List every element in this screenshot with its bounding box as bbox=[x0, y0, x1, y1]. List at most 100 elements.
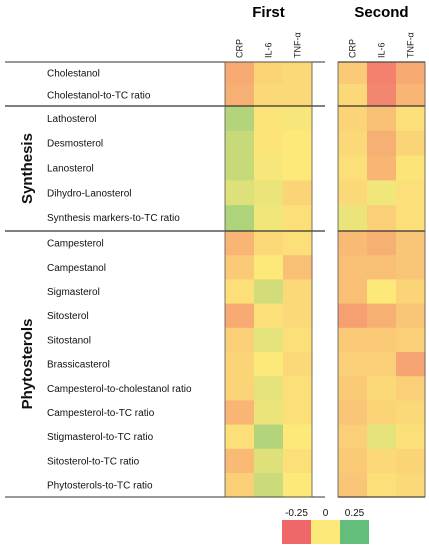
heatmap-cell bbox=[254, 327, 284, 353]
heatmap-cell bbox=[338, 205, 368, 231]
heatmap-cell bbox=[283, 180, 313, 206]
heatmap-cell bbox=[338, 231, 368, 256]
row-label: Sigmasterol bbox=[47, 287, 100, 298]
heatmap-cell bbox=[225, 205, 255, 231]
heatmap-cell bbox=[254, 155, 284, 181]
heatmap-cell bbox=[367, 231, 397, 256]
panel-border bbox=[337, 61, 426, 498]
heatmap-cell bbox=[225, 155, 255, 181]
heatmap-cell bbox=[254, 106, 284, 132]
heatmap-cell bbox=[225, 106, 255, 132]
heatmap-cell bbox=[225, 130, 255, 157]
heatmap-cell bbox=[254, 303, 284, 329]
row-label: Sitosterol bbox=[47, 311, 89, 322]
heatmap-cell bbox=[283, 279, 313, 305]
heatmap-cell bbox=[367, 303, 397, 329]
heatmap-cell bbox=[396, 303, 426, 329]
heatmap-cell bbox=[254, 180, 284, 206]
heatmap-cell bbox=[367, 205, 397, 231]
panel-title: First bbox=[252, 4, 285, 21]
heatmap-cell bbox=[283, 205, 313, 231]
heatmap-cell bbox=[338, 303, 368, 329]
heatmap-cell bbox=[338, 400, 368, 426]
row-label: Stigmasterol-to-TC ratio bbox=[47, 432, 154, 443]
heatmap-cell bbox=[283, 376, 313, 401]
heatmap-cell bbox=[225, 255, 255, 280]
row-label: Dihydro-Lanosterol bbox=[47, 188, 132, 199]
heatmap-cell bbox=[254, 231, 284, 256]
heatmap-cell bbox=[367, 400, 397, 426]
heatmap-cell bbox=[283, 130, 313, 157]
legend-swatch bbox=[340, 520, 369, 544]
legend-label: 0.25 bbox=[345, 508, 365, 519]
heatmap-cell bbox=[254, 376, 284, 401]
heatmap-cell bbox=[367, 424, 397, 450]
heatmap-cell bbox=[396, 376, 426, 401]
panel-border bbox=[224, 61, 313, 498]
row-label: Campesterol-to-cholestanol ratio bbox=[47, 384, 192, 395]
heatmap-cell bbox=[338, 155, 368, 181]
heatmap-cell bbox=[367, 130, 397, 157]
heatmap-cell bbox=[338, 84, 368, 107]
heatmap-cell bbox=[367, 279, 397, 305]
heatmap-cell bbox=[225, 84, 255, 107]
column-label: TNF-α bbox=[293, 32, 303, 58]
heatmap-cell bbox=[225, 448, 255, 474]
row-label: Phytosterols-to-TC ratio bbox=[47, 481, 153, 492]
heatmap-cell bbox=[225, 303, 255, 329]
heatmap-cell bbox=[367, 327, 397, 353]
heatmap-cell bbox=[396, 205, 426, 231]
heatmap-cell bbox=[338, 473, 368, 498]
heatmap-cell bbox=[396, 352, 426, 377]
heatmap-cell bbox=[283, 303, 313, 329]
heatmap-cell bbox=[367, 84, 397, 107]
heatmap-cell bbox=[367, 473, 397, 498]
heatmap-cell bbox=[254, 279, 284, 305]
heatmap-cell bbox=[396, 231, 426, 256]
heatmap-cell bbox=[338, 106, 368, 132]
column-label: TNF-α bbox=[406, 32, 416, 58]
heatmap-cell bbox=[367, 106, 397, 132]
heatmap-cell bbox=[367, 155, 397, 181]
row-label: Campesterol bbox=[47, 239, 104, 250]
heatmap-cell bbox=[367, 448, 397, 474]
heatmap-cell bbox=[338, 279, 368, 305]
heatmap-cell bbox=[225, 400, 255, 426]
heatmap-cell bbox=[254, 62, 284, 85]
heatmap-cell bbox=[338, 130, 368, 157]
column-label: CRP bbox=[348, 39, 358, 58]
row-label: Campestanol bbox=[47, 263, 106, 274]
heatmap-cell bbox=[367, 180, 397, 206]
heatmap-cell bbox=[396, 279, 426, 305]
column-label: CRP bbox=[235, 39, 245, 58]
heatmap-cell bbox=[396, 327, 426, 353]
row-label: Cholestanol-to-TC ratio bbox=[47, 91, 151, 102]
heatmap-cell bbox=[396, 155, 426, 181]
heatmap-cell bbox=[283, 231, 313, 256]
heatmap-cell bbox=[254, 352, 284, 377]
legend-swatch bbox=[311, 520, 340, 544]
row-label: Sitosterol-to-TC ratio bbox=[47, 456, 140, 467]
heatmap-cell bbox=[283, 84, 313, 107]
group-label: Synthesis bbox=[19, 133, 36, 204]
heatmap-cell bbox=[283, 424, 313, 450]
row-label: Desmosterol bbox=[47, 139, 103, 150]
row-label: Lathosterol bbox=[47, 114, 96, 125]
heatmap-cell bbox=[338, 448, 368, 474]
heatmap-cell bbox=[225, 62, 255, 85]
group-label: Phytosterols bbox=[19, 319, 36, 410]
heatmap-cell bbox=[283, 106, 313, 132]
heatmap-cell bbox=[254, 424, 284, 450]
column-label: IL-6 bbox=[264, 42, 274, 58]
heatmap-cell bbox=[367, 376, 397, 401]
heatmap-cell bbox=[283, 448, 313, 474]
heatmap-cell bbox=[254, 473, 284, 498]
legend-label: -0.25 bbox=[285, 508, 308, 519]
heatmap-cell bbox=[283, 473, 313, 498]
heatmap-cell bbox=[338, 327, 368, 353]
heatmap-cell bbox=[283, 62, 313, 85]
row-label: Cholestanol bbox=[47, 69, 100, 80]
heatmap-cell bbox=[396, 473, 426, 498]
heatmap-cell bbox=[283, 400, 313, 426]
